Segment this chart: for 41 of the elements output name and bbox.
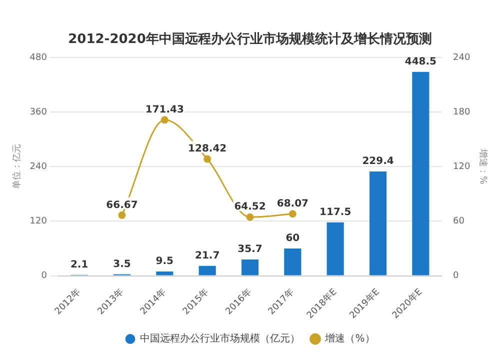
y-tick-label: 360 bbox=[30, 107, 48, 118]
data-label: 117.5 bbox=[320, 206, 352, 218]
legend-label: 增速（%） bbox=[324, 332, 375, 345]
y-tick-label: 120 bbox=[30, 216, 48, 227]
point bbox=[288, 210, 296, 218]
bar bbox=[198, 266, 216, 276]
bar bbox=[284, 248, 302, 276]
y2-axis-title: 增速：% bbox=[477, 148, 488, 185]
data-label: 229.4 bbox=[362, 156, 394, 168]
y2-tick-label: 120 bbox=[453, 162, 470, 172]
y-tick-label: 480 bbox=[30, 52, 48, 63]
y2-tick-label: 240 bbox=[453, 52, 470, 63]
y-axis-title: 单位：亿元 bbox=[12, 144, 23, 190]
data-label: 60 bbox=[286, 233, 300, 244]
data-label: 2.1 bbox=[70, 259, 88, 270]
legend-label: 中国远程办公行业市场规模（亿元） bbox=[140, 332, 300, 345]
data-label: 66.67 bbox=[106, 200, 138, 211]
bar bbox=[326, 222, 344, 276]
data-label: 35.7 bbox=[238, 244, 262, 256]
point bbox=[118, 211, 126, 219]
bar bbox=[369, 172, 387, 276]
data-label: 21.7 bbox=[194, 250, 220, 262]
data-label: 3.5 bbox=[113, 258, 131, 270]
bar bbox=[241, 260, 259, 276]
data-label: 68.07 bbox=[276, 198, 309, 210]
y2-tick-label: 0 bbox=[453, 271, 460, 282]
bar bbox=[412, 72, 430, 276]
point bbox=[246, 213, 254, 221]
y2-tick-label: 60 bbox=[453, 216, 465, 227]
data-label: 9.5 bbox=[156, 256, 174, 268]
data-label: 171.43 bbox=[145, 104, 184, 116]
point bbox=[160, 116, 168, 124]
data-label: 64.52 bbox=[234, 202, 266, 213]
y-tick-label: 240 bbox=[30, 162, 48, 172]
chart-title: 2012-2020年中国远程办公行业市场规模统计及增长情况预测 bbox=[68, 31, 432, 48]
y2-tick-label: 180 bbox=[453, 107, 470, 118]
data-label: 128.42 bbox=[188, 144, 227, 155]
data-label: 448.5 bbox=[404, 56, 437, 68]
y-tick-label: 0 bbox=[41, 271, 48, 282]
point bbox=[204, 155, 212, 163]
bar bbox=[156, 271, 174, 276]
